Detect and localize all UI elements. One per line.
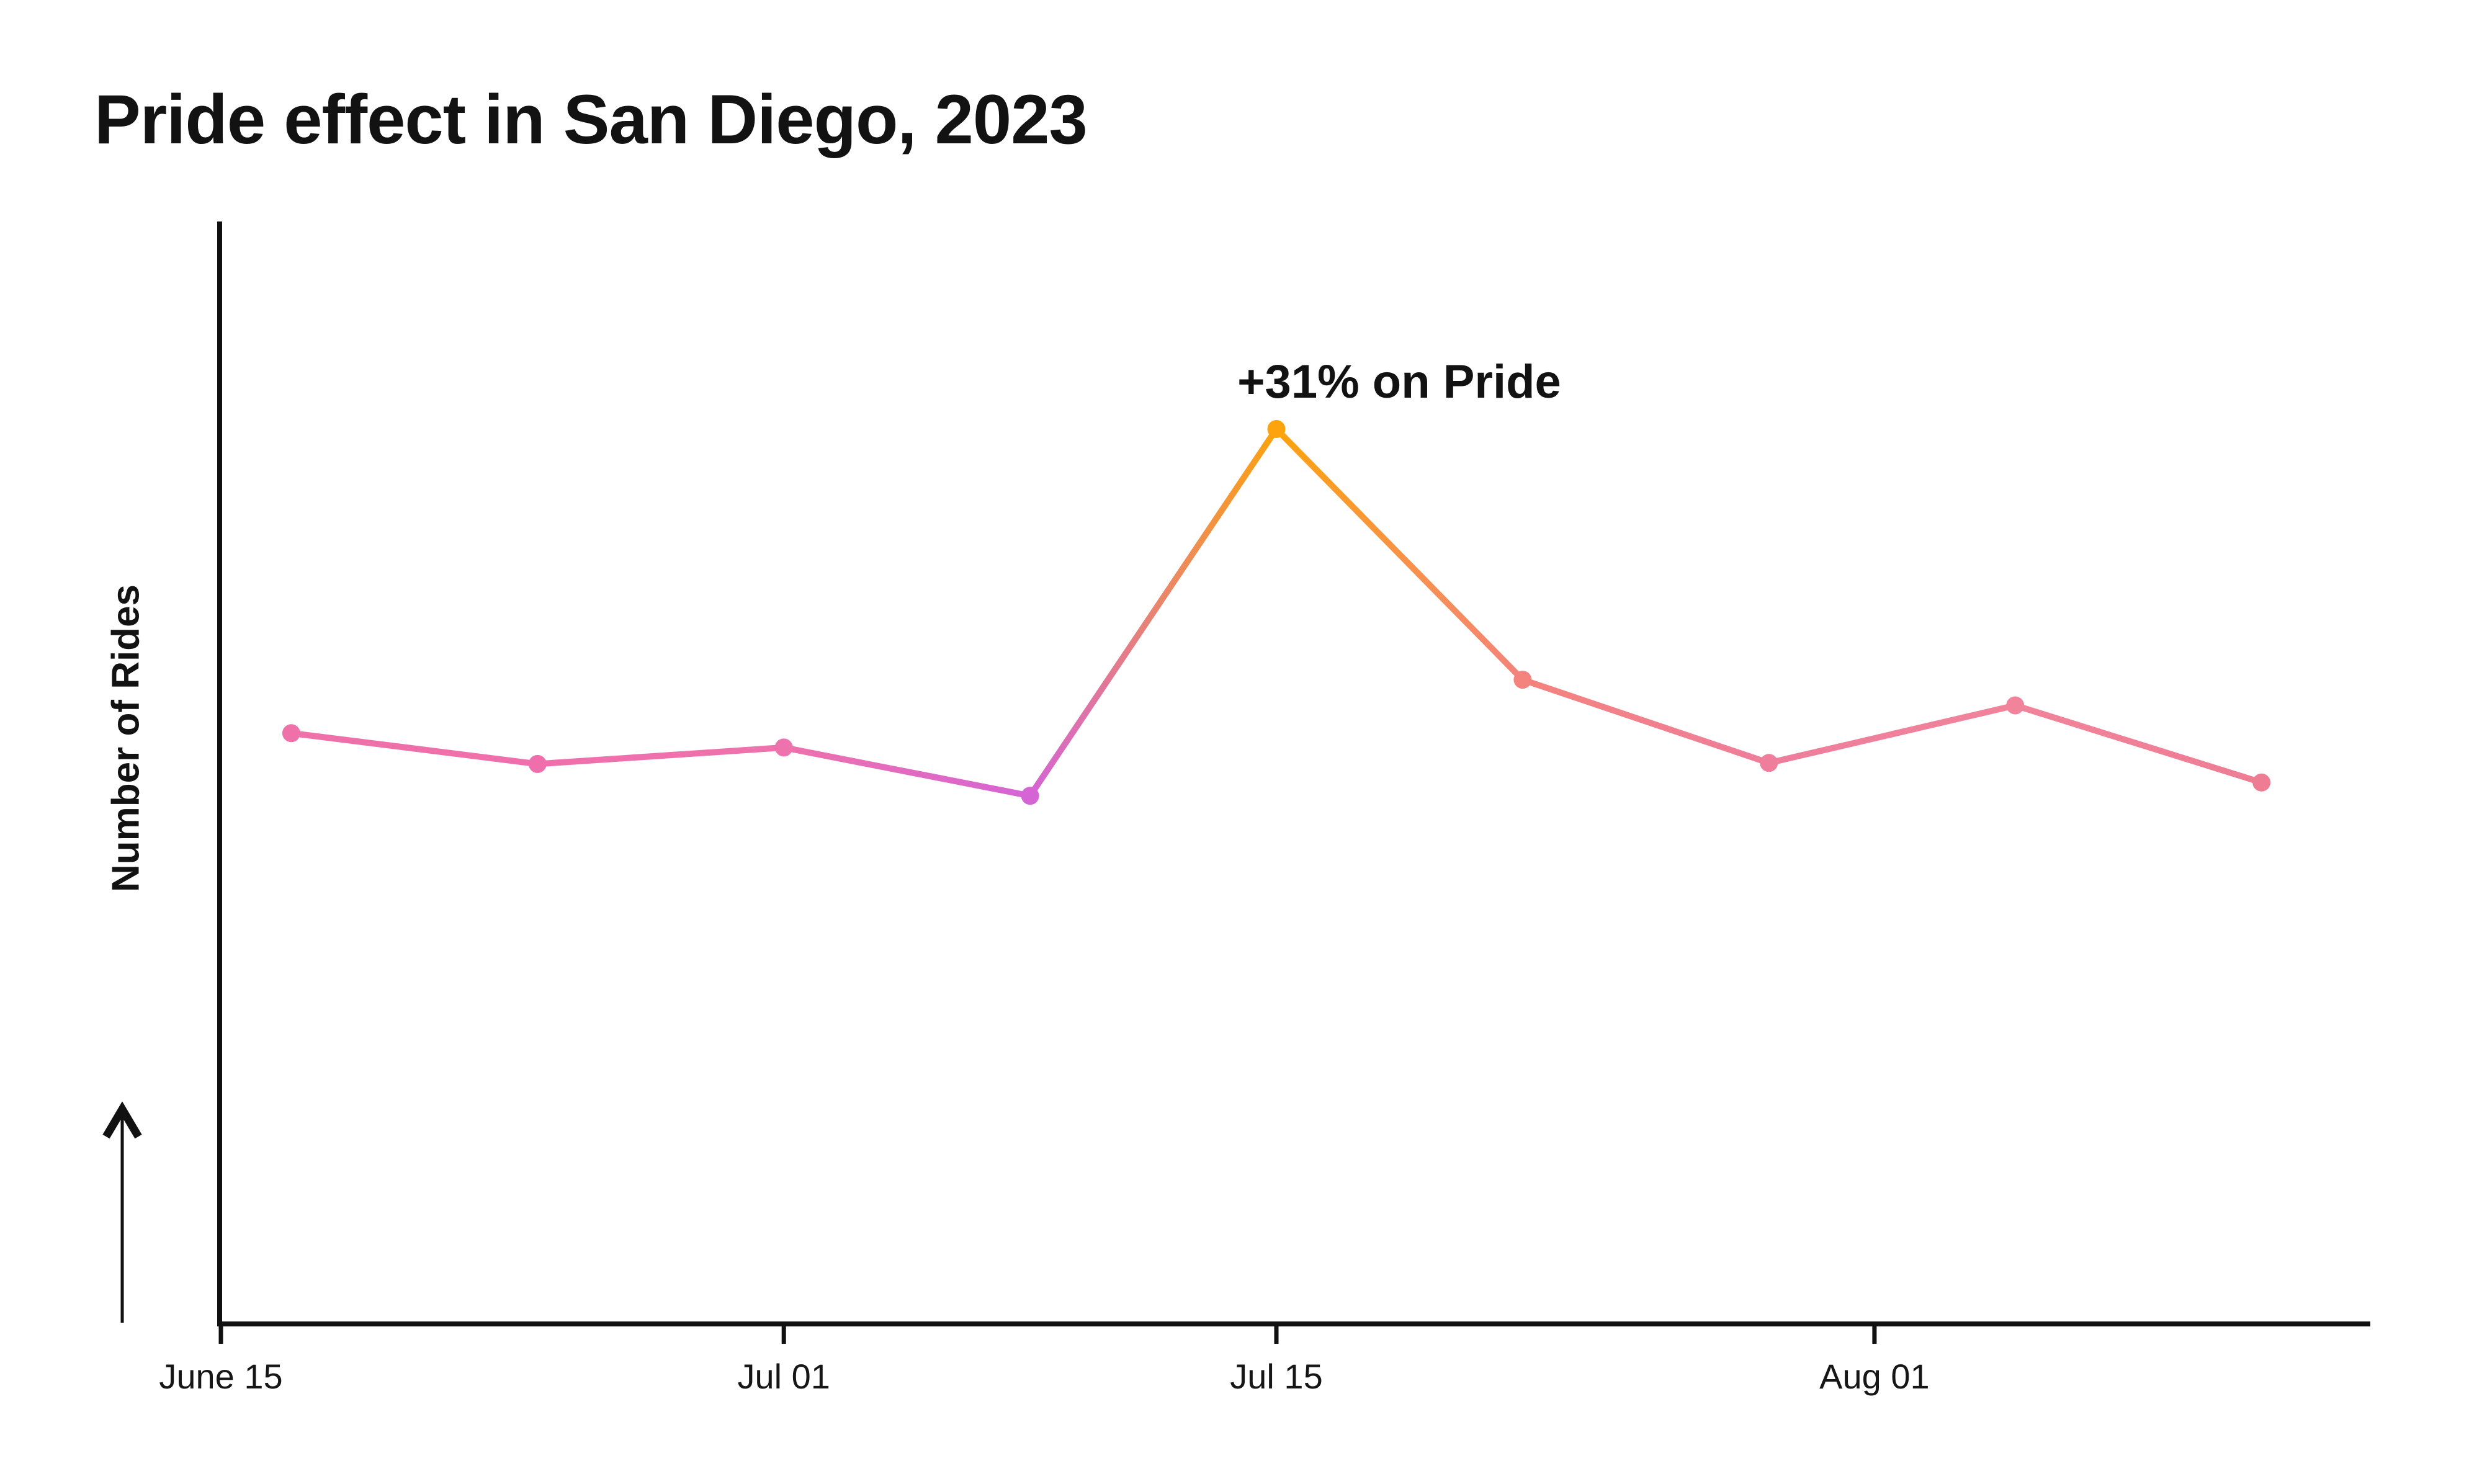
peak-annotation: +31% on Pride <box>1237 355 1561 408</box>
data-point <box>282 724 300 743</box>
data-point <box>2006 696 2025 715</box>
x-tick-label: Jul 15 <box>1230 1357 1322 1396</box>
line-segment <box>288 730 541 767</box>
x-axis-ticks <box>218 1324 1877 1344</box>
line-segment <box>2012 702 2265 786</box>
line-segment <box>1765 702 2018 766</box>
x-tick-label: June 15 <box>159 1357 282 1396</box>
data-point <box>2252 773 2271 792</box>
x-tick-label: Aug 01 <box>1819 1357 1930 1396</box>
x-axis-tick-labels: June 15 Jul 01 Jul 15 Aug 01 <box>159 1357 1929 1396</box>
data-point <box>528 754 547 773</box>
data-point <box>774 738 793 757</box>
data-point <box>1513 671 1532 689</box>
line-segment <box>1273 426 1526 683</box>
data-point <box>1021 787 1039 805</box>
data-point <box>1760 754 1778 772</box>
arrow-head <box>102 1101 142 1139</box>
y-axis-arrow-up-icon <box>102 1101 142 1323</box>
page-title: Pride effect in San Diego, 2023 <box>94 81 1088 158</box>
line-segment <box>781 744 1034 799</box>
line-segment <box>534 744 787 767</box>
line-segment <box>1519 676 1772 766</box>
data-point <box>1267 420 1286 439</box>
line-segment <box>1027 426 1279 799</box>
x-tick-label: Jul 01 <box>737 1357 830 1396</box>
axes <box>217 221 2370 1326</box>
rides-line-series <box>282 420 2271 805</box>
